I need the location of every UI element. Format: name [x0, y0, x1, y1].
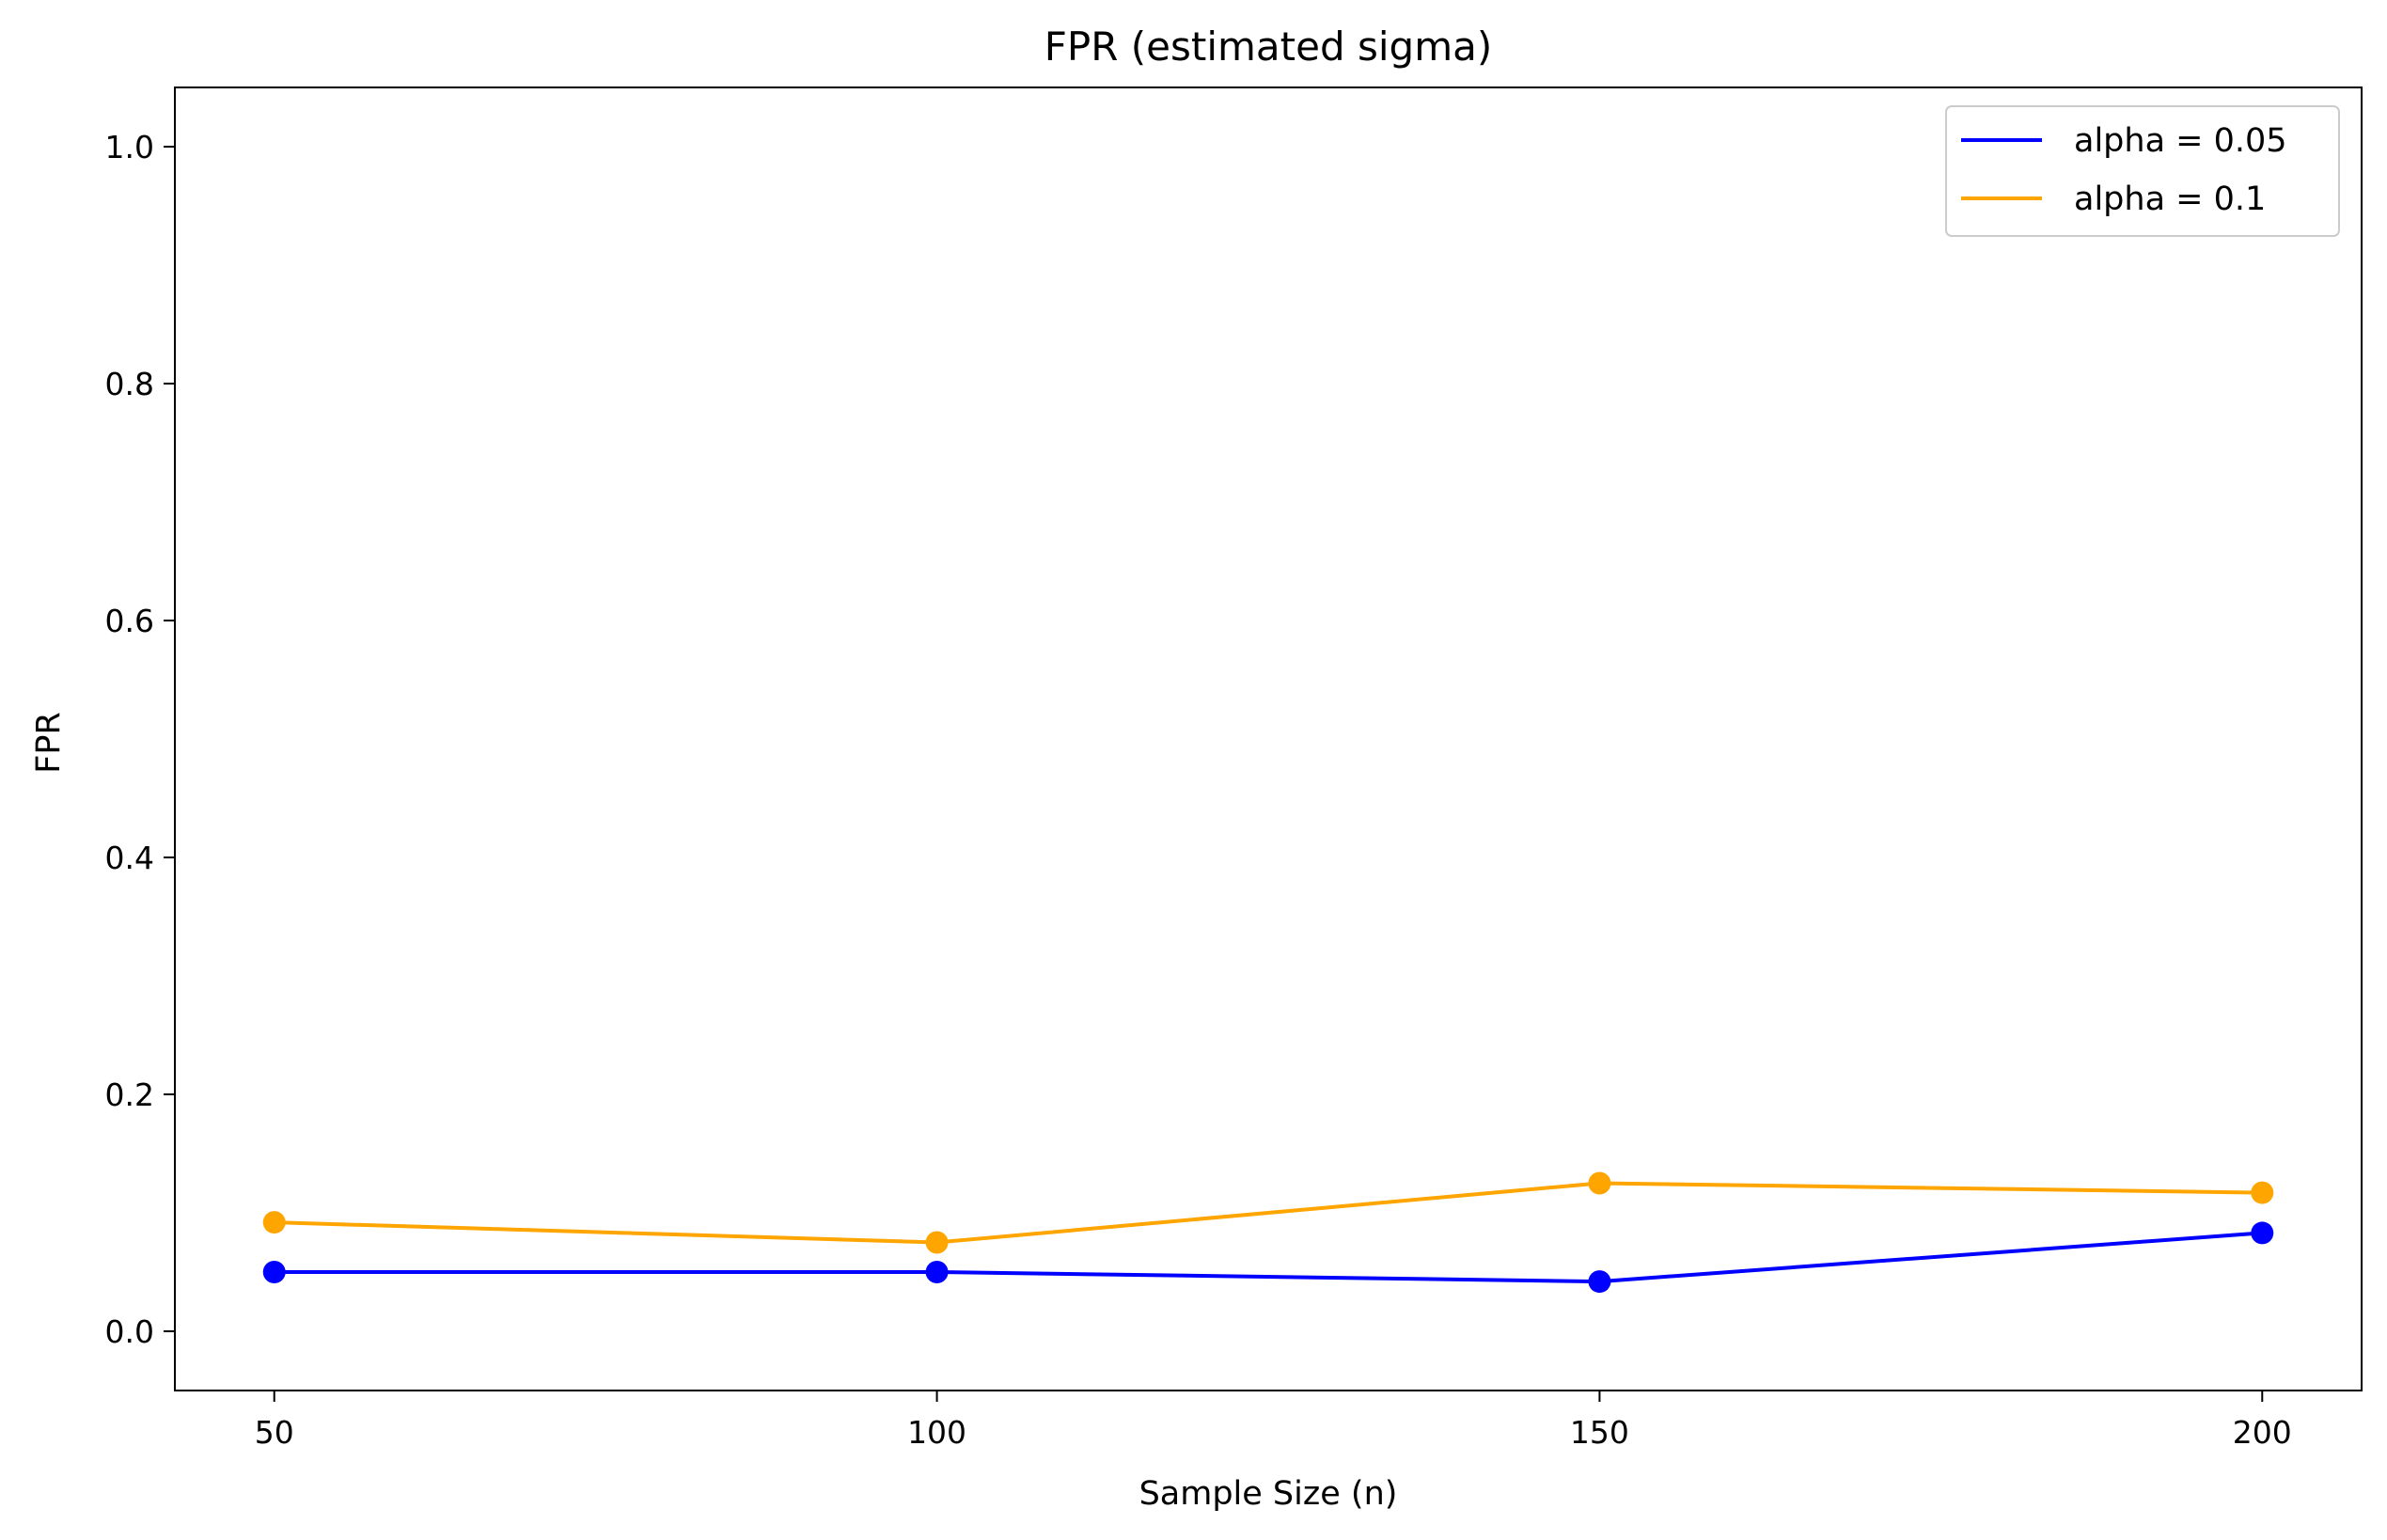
x-axis-title: Sample Size (n): [1139, 1475, 1398, 1513]
x-tick-label: 150: [1570, 1414, 1629, 1451]
series-2: [262, 1171, 2274, 1254]
y-tick-label: 0.0: [105, 1313, 154, 1350]
series-line: [274, 1181, 2263, 1245]
series-group: [262, 1171, 2274, 1294]
y-tick-label: 1.0: [105, 129, 154, 165]
data-point: [925, 1231, 949, 1254]
y-axis: 0.0 0.2 0.4 0.6 0.8 1.0: [105, 129, 175, 1350]
series-1: [262, 1221, 2274, 1294]
data-point: [925, 1261, 949, 1283]
y-tick-label: 0.4: [105, 840, 154, 876]
x-axis: 50 100 150 200: [255, 1391, 2292, 1451]
legend-label: alpha = 0.05: [2074, 122, 2287, 160]
axes-frame: [174, 86, 2363, 1391]
legend: alpha = 0.05 alpha = 0.1: [1945, 105, 2340, 237]
legend-box: [1945, 105, 2340, 237]
legend-label: alpha = 0.1: [2074, 181, 2266, 218]
y-tick-label: 0.2: [105, 1076, 154, 1113]
data-point: [2251, 1221, 2274, 1245]
data-point: [1588, 1270, 1611, 1294]
x-tick-label: 200: [2233, 1414, 2292, 1451]
data-point: [262, 1211, 286, 1234]
data-point: [262, 1261, 286, 1283]
data-point: [1588, 1171, 1611, 1195]
x-tick-label: 50: [255, 1414, 294, 1451]
data-point: [2251, 1181, 2274, 1204]
chart-title: FPR (estimated sigma): [1044, 24, 1492, 70]
y-axis-title: FPR: [30, 712, 68, 774]
x-tick-label: 100: [907, 1414, 966, 1451]
y-tick-label: 0.6: [105, 603, 154, 639]
y-tick-label: 0.8: [105, 366, 154, 402]
series-line: [274, 1231, 2263, 1284]
